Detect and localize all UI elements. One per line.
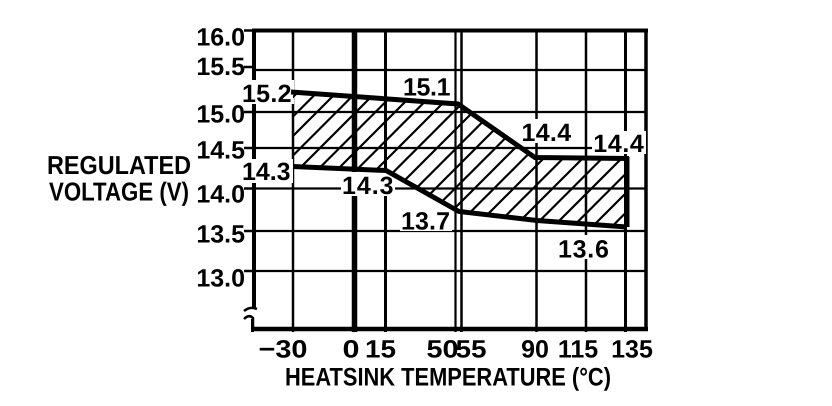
svg-text:VOLTAGE (V): VOLTAGE (V) xyxy=(49,177,189,207)
svg-text:0: 0 xyxy=(343,336,360,364)
svg-text:REGULATED: REGULATED xyxy=(47,150,191,180)
svg-text:14.3: 14.3 xyxy=(242,158,291,186)
svg-text:90: 90 xyxy=(521,336,549,364)
svg-text:13.6: 13.6 xyxy=(558,236,609,264)
svg-text:15.1: 15.1 xyxy=(403,74,451,102)
svg-text:14.3: 14.3 xyxy=(342,172,394,200)
svg-text:16.0: 16.0 xyxy=(196,24,245,52)
svg-text:15: 15 xyxy=(365,336,396,364)
svg-text:135: 135 xyxy=(611,336,653,364)
svg-text:55: 55 xyxy=(456,336,487,364)
svg-text:14.4: 14.4 xyxy=(593,130,644,158)
svg-text:15.5: 15.5 xyxy=(196,53,245,81)
svg-text:13.7: 13.7 xyxy=(401,208,450,236)
svg-text:15.0: 15.0 xyxy=(196,101,245,129)
svg-text:13.5: 13.5 xyxy=(196,221,245,249)
svg-text:50: 50 xyxy=(427,336,459,364)
svg-text:14.5: 14.5 xyxy=(196,137,245,165)
svg-text:−30: −30 xyxy=(259,336,308,364)
svg-text:14.0: 14.0 xyxy=(196,181,245,209)
svg-text:HEATSINK TEMPERATURE (°C): HEATSINK TEMPERATURE (°C) xyxy=(285,364,611,392)
svg-text:14.4: 14.4 xyxy=(522,119,572,147)
svg-text:15.2: 15.2 xyxy=(242,80,292,108)
svg-text:115: 115 xyxy=(558,336,598,364)
svg-text:13.0: 13.0 xyxy=(196,265,245,293)
